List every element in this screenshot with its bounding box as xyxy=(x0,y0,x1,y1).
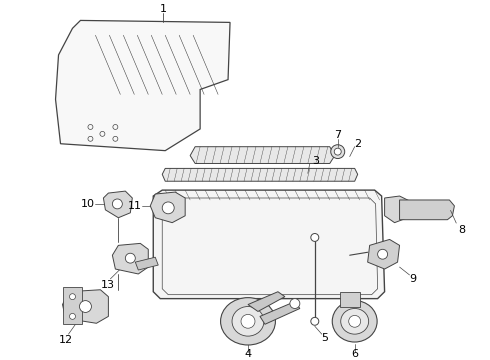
Text: 10: 10 xyxy=(80,199,95,209)
Text: 11: 11 xyxy=(128,201,142,211)
Ellipse shape xyxy=(290,299,300,309)
Ellipse shape xyxy=(125,253,135,263)
Polygon shape xyxy=(368,239,399,269)
Polygon shape xyxy=(112,243,148,274)
Polygon shape xyxy=(63,290,108,323)
Ellipse shape xyxy=(241,314,255,328)
Polygon shape xyxy=(150,192,185,223)
Polygon shape xyxy=(385,196,410,223)
Text: 4: 4 xyxy=(245,349,251,359)
Ellipse shape xyxy=(332,301,377,342)
Text: 1: 1 xyxy=(160,4,167,14)
Polygon shape xyxy=(153,190,385,299)
Ellipse shape xyxy=(378,249,388,259)
Polygon shape xyxy=(399,200,454,220)
Text: 3: 3 xyxy=(312,156,319,166)
Polygon shape xyxy=(55,21,230,150)
Polygon shape xyxy=(248,292,285,311)
Polygon shape xyxy=(135,257,158,270)
Ellipse shape xyxy=(311,318,319,325)
Ellipse shape xyxy=(232,306,264,336)
Text: 2: 2 xyxy=(354,139,361,149)
Bar xyxy=(340,292,360,306)
Polygon shape xyxy=(162,168,358,181)
Ellipse shape xyxy=(311,234,319,242)
Ellipse shape xyxy=(112,199,122,209)
Text: 12: 12 xyxy=(58,335,73,345)
Ellipse shape xyxy=(70,314,75,319)
Ellipse shape xyxy=(331,145,345,158)
Text: 7: 7 xyxy=(334,130,342,140)
Polygon shape xyxy=(260,302,300,324)
Text: 13: 13 xyxy=(100,280,114,290)
Ellipse shape xyxy=(70,294,75,300)
Bar xyxy=(63,287,82,324)
Polygon shape xyxy=(190,147,335,163)
Ellipse shape xyxy=(341,309,368,334)
Text: 6: 6 xyxy=(351,349,358,359)
Ellipse shape xyxy=(220,298,275,345)
Ellipse shape xyxy=(162,202,174,214)
Polygon shape xyxy=(103,191,132,218)
Ellipse shape xyxy=(334,148,341,155)
Text: 8: 8 xyxy=(458,225,465,235)
Text: 5: 5 xyxy=(321,333,328,343)
Ellipse shape xyxy=(79,301,92,312)
Text: 9: 9 xyxy=(409,274,416,284)
Ellipse shape xyxy=(349,315,361,327)
